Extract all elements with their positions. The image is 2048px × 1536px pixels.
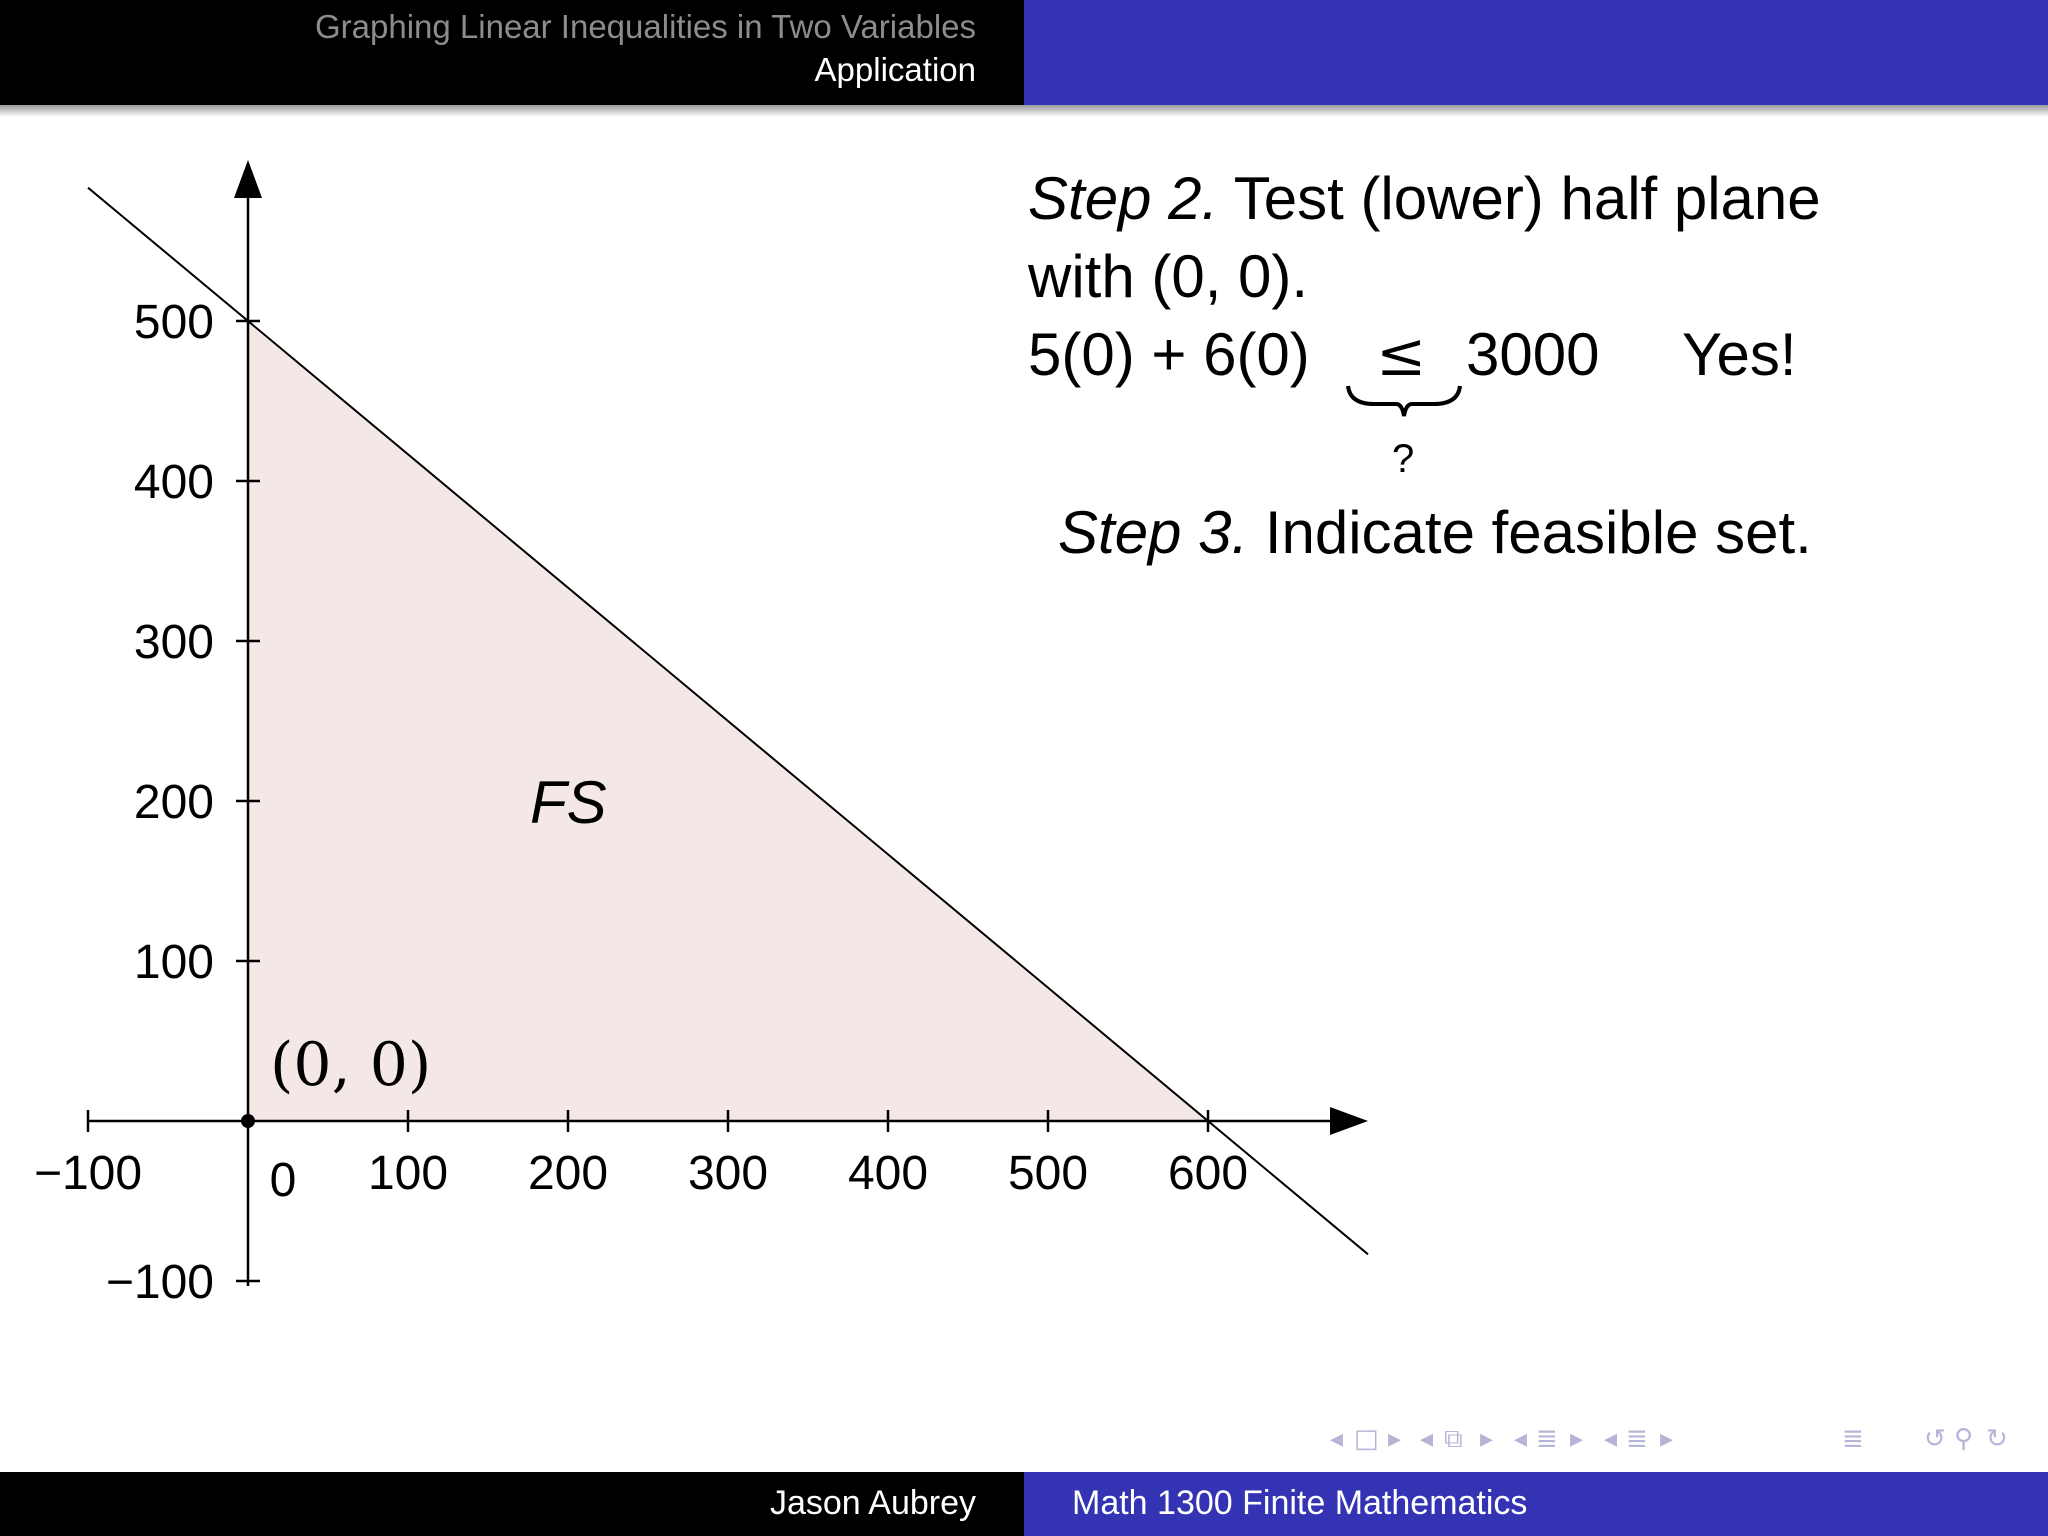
nav-prev-slide-icon[interactable]: ◂ bbox=[1420, 1424, 1434, 1454]
y-axis-arrow bbox=[234, 160, 262, 198]
origin-point bbox=[241, 1114, 255, 1128]
x-tick-label: 400 bbox=[848, 1147, 928, 1200]
nav-back-icon[interactable]: ↺ bbox=[1924, 1424, 1946, 1454]
nav-section-icon[interactable]: ≣ bbox=[1536, 1424, 1558, 1454]
x-tick-label: 300 bbox=[688, 1147, 768, 1200]
x-tick-label: 100 bbox=[368, 1147, 448, 1200]
feasible-region-label: FS bbox=[530, 769, 607, 836]
y-tick-label: 200 bbox=[134, 776, 214, 829]
slide-header: Graphing Linear Inequalities in Two Vari… bbox=[0, 0, 2048, 117]
subsection-title[interactable]: Application bbox=[814, 51, 976, 88]
equation-relation: ≤ bbox=[1376, 320, 1427, 390]
x-tick-label: 200 bbox=[528, 1147, 608, 1200]
footer-left-panel bbox=[0, 1472, 1024, 1536]
step3-text: Indicate feasible set. bbox=[1264, 499, 1812, 566]
y-tick-label: 300 bbox=[134, 616, 214, 669]
equation-relation-note: ? bbox=[1392, 437, 1415, 481]
equation-verdict: Yes! bbox=[1682, 321, 1797, 388]
x-tick-label: 600 bbox=[1168, 1147, 1248, 1200]
step2-text: Test (lower) half plane bbox=[1233, 165, 1821, 232]
equation-lhs: 5(0) + 6(0) bbox=[1028, 321, 1310, 388]
underbrace bbox=[1346, 385, 1462, 417]
boundary-line bbox=[87, 186, 1369, 1256]
y-tick-label: 100 bbox=[134, 936, 214, 989]
y-tick-label: 400 bbox=[134, 456, 214, 509]
footer-course: Math 1300 Finite Mathematics bbox=[1072, 1484, 1528, 1522]
x-axis-arrow bbox=[1330, 1107, 1368, 1135]
beamer-navigation: ◂ □ ▸ ◂ ⧉ ▸ ◂ ≣ ▸ ◂ ≣ ▸ ≣ ↺ ⚲ ↻ bbox=[1330, 1424, 2030, 1460]
nav-prev-section-icon[interactable]: ◂ bbox=[1514, 1424, 1528, 1454]
nav-prev-subsection-icon[interactable]: ◂ bbox=[1604, 1424, 1618, 1454]
y-tick-label: −100 bbox=[106, 1256, 214, 1309]
nav-forward-icon[interactable]: ↻ bbox=[1986, 1424, 2008, 1454]
step2-label: Step 2. bbox=[1028, 165, 1219, 232]
header-shadow bbox=[0, 105, 2048, 117]
equation-rhs: 3000 bbox=[1466, 321, 1600, 388]
nav-search-icon[interactable]: ⚲ bbox=[1954, 1424, 1974, 1454]
section-title[interactable]: Graphing Linear Inequalities in Two Vari… bbox=[314, 8, 976, 45]
nav-next-subsection-icon[interactable]: ▸ bbox=[1660, 1424, 1674, 1454]
x-ticks: −100 0 100 200 300 400 500 600 bbox=[34, 1110, 1248, 1207]
x-tick-label: −100 bbox=[34, 1147, 142, 1200]
origin-point-label: (0, 0) bbox=[270, 1030, 431, 1100]
y-ticks: 500 400 300 200 100 −100 bbox=[106, 296, 260, 1309]
inequality-graph: −100 0 100 200 300 400 500 600 500400300200100−… bbox=[34, 160, 1369, 1309]
y-tick-label: 500 bbox=[134, 296, 214, 349]
step3-label: Step 3. bbox=[1058, 499, 1249, 566]
step2-line: Step 2. Test (lower) half plane bbox=[1028, 160, 1821, 238]
nav-next-frame-icon[interactable]: ▸ bbox=[1388, 1424, 1402, 1454]
nav-slide-icon[interactable]: ⧉ bbox=[1444, 1424, 1463, 1454]
nav-prev-frame-icon[interactable]: ◂ bbox=[1330, 1424, 1344, 1454]
nav-outline-icon[interactable]: ≣ bbox=[1842, 1424, 1864, 1454]
step3-line: Step 3. Indicate feasible set. bbox=[1058, 498, 1812, 567]
x-tick-label: 500 bbox=[1008, 1147, 1088, 1200]
nav-subsection-icon[interactable]: ≣ bbox=[1626, 1424, 1648, 1454]
nav-frame-icon[interactable]: □ bbox=[1354, 1424, 1379, 1454]
x-tick-label: 0 bbox=[270, 1154, 297, 1207]
nav-next-section-icon[interactable]: ▸ bbox=[1570, 1424, 1584, 1454]
test-equation: 5(0) + 6(0) ≤ ? 3000 Yes! bbox=[1028, 316, 1928, 481]
step2-text-cont: with (0, 0). bbox=[1028, 243, 1309, 310]
nav-next-slide-icon[interactable]: ▸ bbox=[1480, 1424, 1494, 1454]
footer-right-panel bbox=[1024, 1472, 2048, 1536]
header-left-panel bbox=[0, 0, 1024, 105]
footer-author: Jason Aubrey bbox=[769, 1484, 976, 1522]
header-right-panel bbox=[1024, 0, 2048, 105]
